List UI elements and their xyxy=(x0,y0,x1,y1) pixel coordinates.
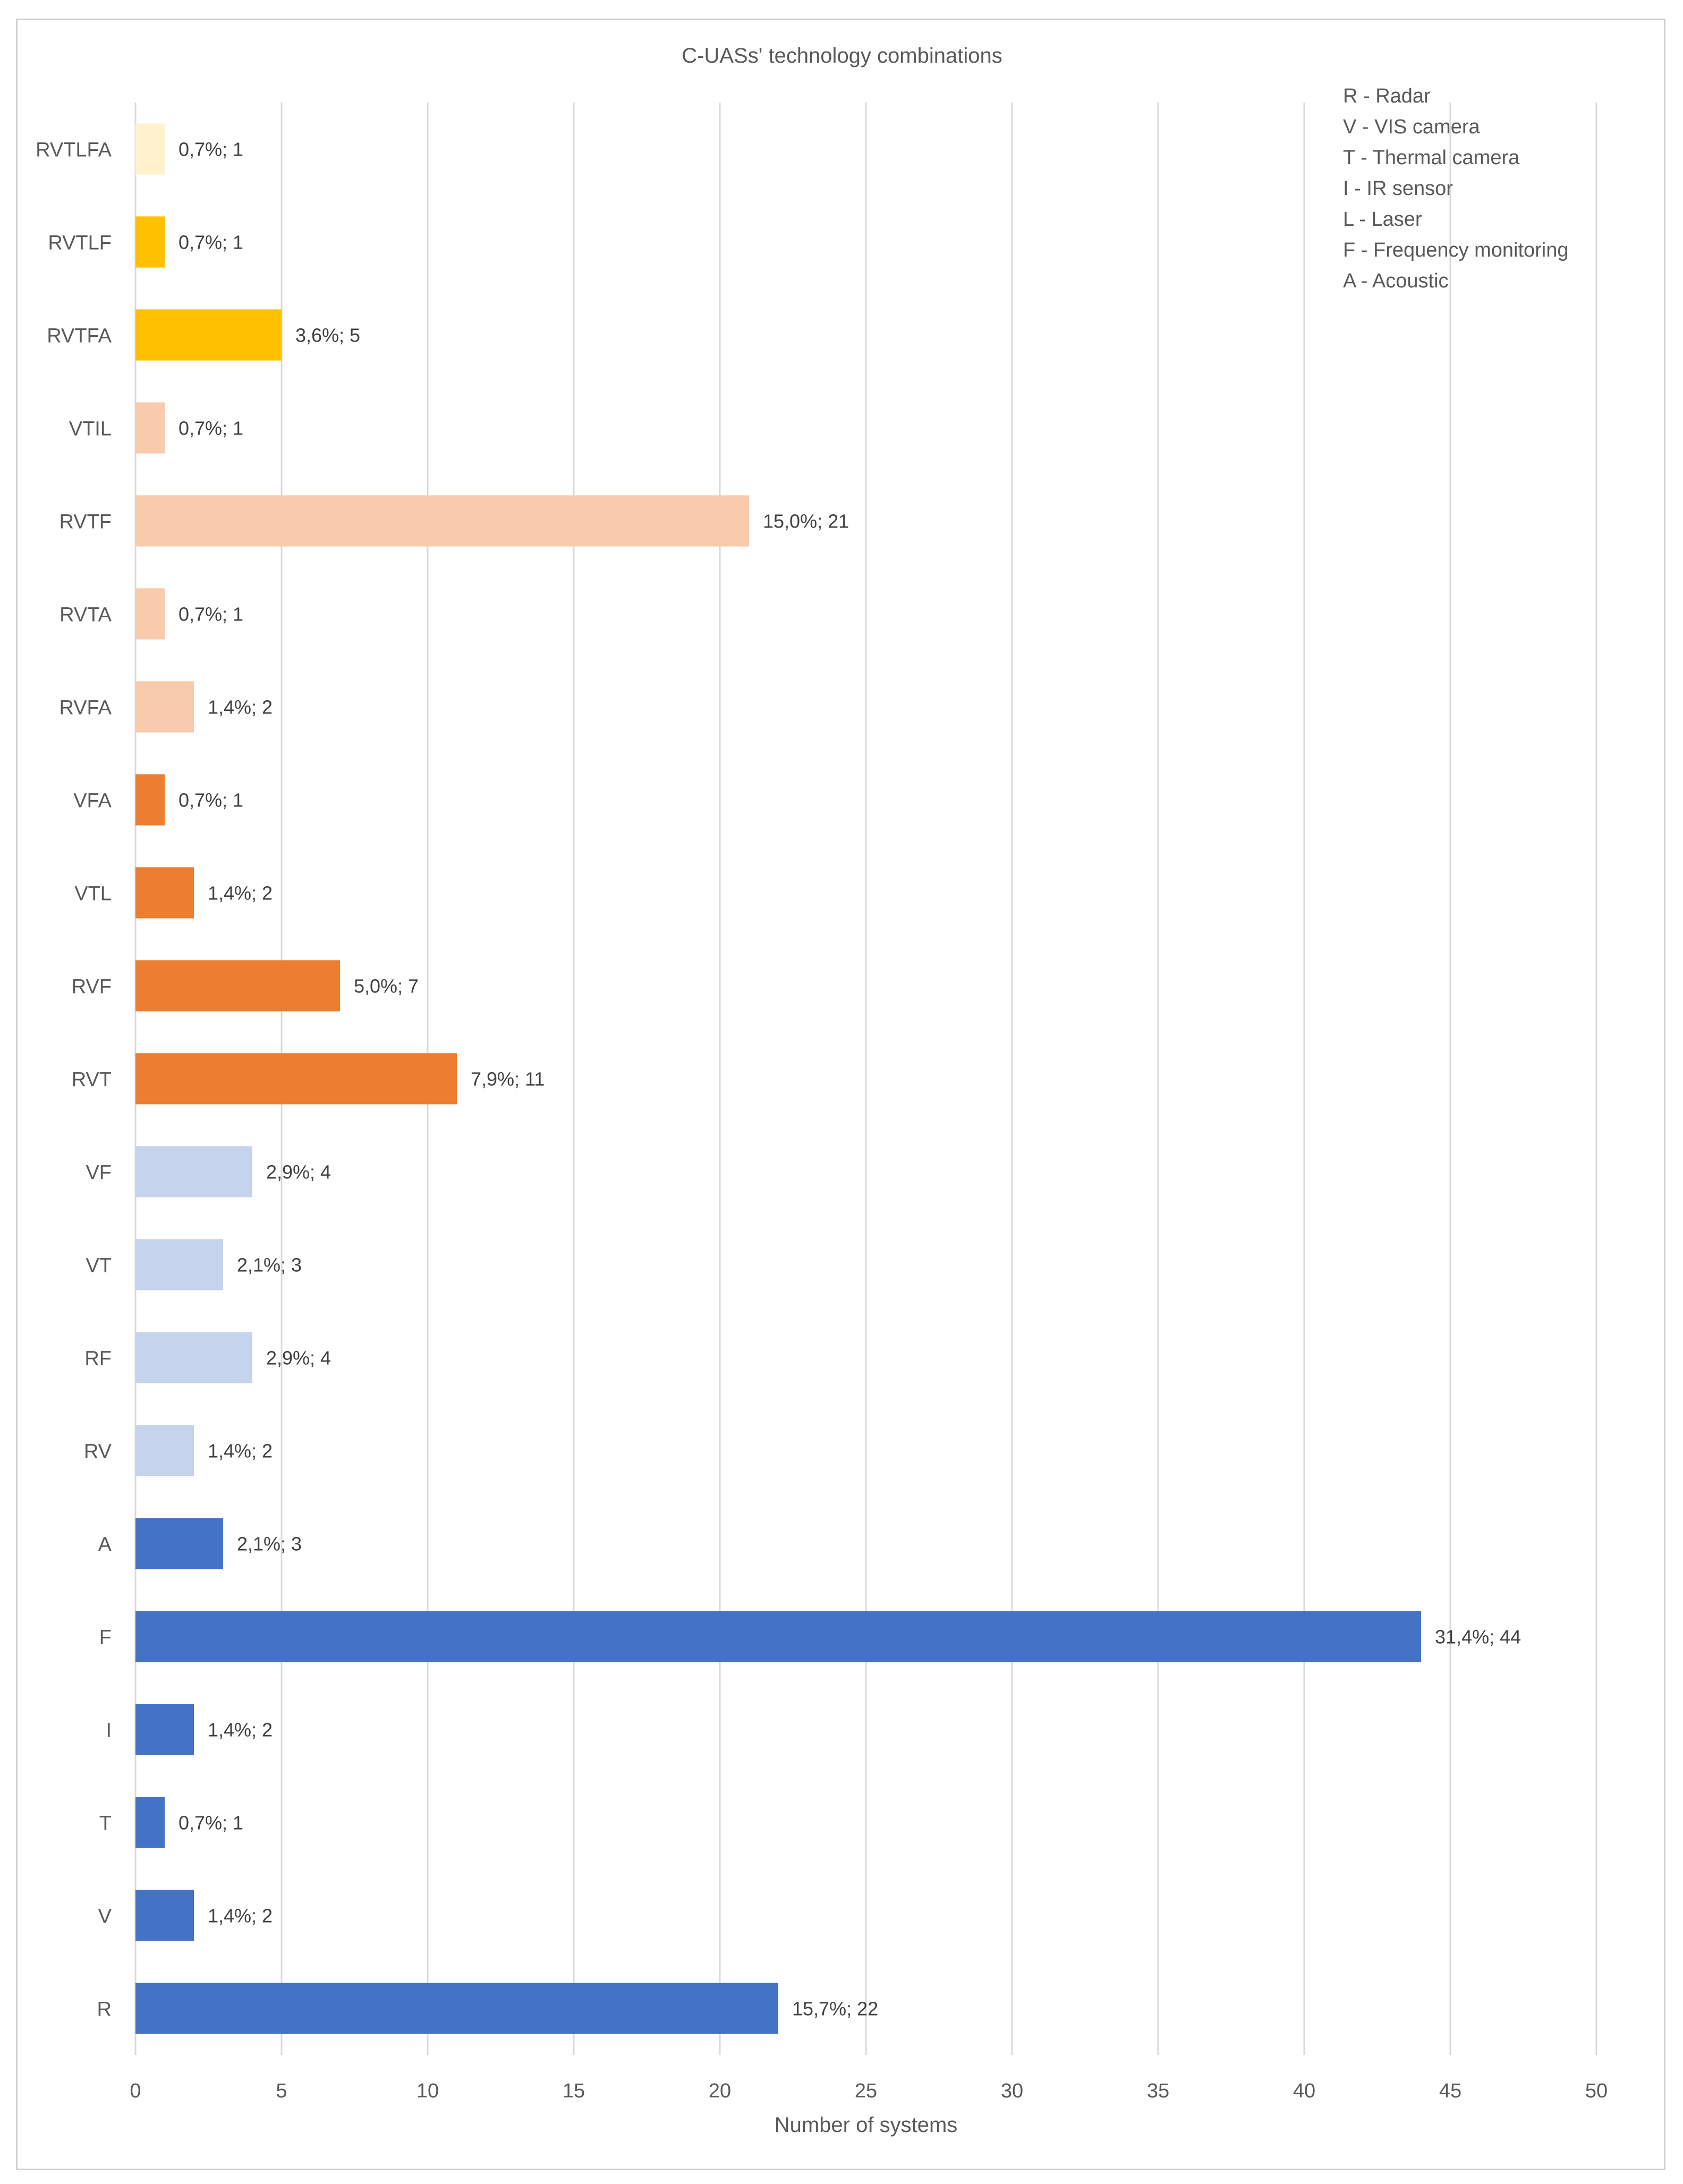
category-label-rvtfa: RVTFA xyxy=(47,325,112,347)
x-tick-30: 30 xyxy=(1001,2080,1023,2102)
x-tick-40: 40 xyxy=(1293,2080,1315,2102)
category-label-rvt: RVT xyxy=(72,1069,112,1091)
data-label-rvf: 5,0%; 7 xyxy=(354,975,419,997)
bar-vt xyxy=(135,1239,223,1290)
chart-title: C-UASs' technology combinations xyxy=(682,44,1002,67)
bar-rf xyxy=(135,1332,252,1383)
data-label-rf: 2,9%; 4 xyxy=(266,1347,331,1369)
data-label-rvtf: 15,0%; 21 xyxy=(763,511,849,532)
data-label-rv: 1,4%; 2 xyxy=(208,1440,273,1462)
category-label-rvf: RVF xyxy=(72,976,112,998)
category-label-t: T xyxy=(99,1813,112,1835)
x-tick-35: 35 xyxy=(1147,2080,1169,2102)
data-label-r: 15,7%; 22 xyxy=(792,1998,878,2020)
bar-i xyxy=(135,1704,194,1755)
bar-rvt xyxy=(135,1053,457,1104)
x-tick-45: 45 xyxy=(1439,2080,1461,2102)
category-label-rvtlfa: RVTLFA xyxy=(36,139,112,162)
x-tick-5: 5 xyxy=(276,2080,287,2102)
category-label-rf: RF xyxy=(84,1348,112,1370)
data-label-v: 1,4%; 2 xyxy=(208,1905,273,1927)
category-label-vtil: VTIL xyxy=(69,418,112,440)
grid-lines xyxy=(134,103,1597,2055)
bar-t xyxy=(135,1797,165,1848)
bar-f xyxy=(135,1611,1421,1662)
bar-rvta xyxy=(135,588,165,640)
category-label-r: R xyxy=(97,1999,112,2021)
data-label-t: 0,7%; 1 xyxy=(178,1812,243,1834)
x-tick-20: 20 xyxy=(709,2080,731,2102)
x-tick-25: 25 xyxy=(855,2080,877,2102)
data-label-vtil: 0,7%; 1 xyxy=(178,418,243,439)
category-label-rvtf: RVTF xyxy=(59,511,112,533)
data-label-vt: 2,1%; 3 xyxy=(237,1254,302,1276)
category-label-vtl: VTL xyxy=(74,883,112,905)
data-label-rvtlf: 0,7%; 1 xyxy=(178,232,243,253)
data-label-a: 2,1%; 3 xyxy=(237,1533,302,1555)
data-labels: 0,7%; 1 0,7%; 1 3,6%; 5 0,7%; 1 15,0%; 21 0,7… xyxy=(178,139,1521,2020)
bar-vtil xyxy=(135,402,165,454)
category-label-rvtlf: RVTLF xyxy=(48,232,112,254)
legend-entry-2: V - VIS camera xyxy=(1343,116,1480,138)
bar-v xyxy=(135,1890,194,1941)
category-label-vf: VF xyxy=(86,1162,112,1184)
bar-r xyxy=(135,1983,778,2034)
data-label-rvfa: 1,4%; 2 xyxy=(208,696,273,718)
bar-rvf xyxy=(135,960,340,1012)
bars xyxy=(135,123,1421,2034)
data-label-rvta: 0,7%; 1 xyxy=(178,604,243,625)
data-label-rvtfa: 3,6%; 5 xyxy=(295,325,360,346)
category-label-vt: VT xyxy=(86,1255,112,1277)
x-tick-labels: 0 5 10 15 20 25 30 35 40 45 50 xyxy=(130,2080,1608,2102)
legend-entry-6: F - Frequency monitoring xyxy=(1343,239,1569,261)
x-tick-50: 50 xyxy=(1585,2080,1608,2102)
x-tick-15: 15 xyxy=(563,2080,585,2102)
category-labels: RVTLFARVTLFRVTFAVTILRVTFRVTARVFAVFAVTLRV… xyxy=(36,139,112,2021)
bar-rv xyxy=(135,1425,194,1476)
data-label-vfa: 0,7%; 1 xyxy=(178,789,243,811)
legend-entry-7: A - Acoustic xyxy=(1343,270,1449,292)
data-label-vf: 2,9%; 4 xyxy=(266,1161,331,1183)
x-axis-title: Number of systems xyxy=(775,2113,958,2137)
legend-entry-1: R - Radar xyxy=(1343,85,1431,107)
data-label-vtl: 1,4%; 2 xyxy=(208,882,273,904)
bar-rvtlf xyxy=(135,216,165,268)
data-label-rvt: 7,9%; 11 xyxy=(471,1068,545,1090)
category-label-rvfa: RVFA xyxy=(59,697,112,719)
data-label-f: 31,4%; 44 xyxy=(1435,1626,1521,1648)
bar-rvtlfa xyxy=(135,123,165,175)
legend: R - Radar V - VIS camera T - Thermal camer… xyxy=(1343,85,1569,292)
category-label-a: A xyxy=(98,1534,112,1556)
chart-svg: C-UASs' technology combinations 0,7%; 10… xyxy=(36,44,1608,2137)
legend-entry-3: T - Thermal camera xyxy=(1343,147,1520,169)
category-label-v: V xyxy=(98,1906,112,1928)
legend-entry-5: L - Laser xyxy=(1343,208,1422,231)
category-label-f: F xyxy=(99,1627,112,1649)
category-label-i: I xyxy=(106,1720,112,1742)
bar-vf xyxy=(135,1146,252,1197)
x-tick-10: 10 xyxy=(416,2080,439,2102)
bar-rvtfa xyxy=(135,309,282,361)
category-label-vfa: VFA xyxy=(73,790,112,812)
bar-rvtf xyxy=(135,495,749,547)
x-tick-0: 0 xyxy=(130,2080,141,2102)
data-label-i: 1,4%; 2 xyxy=(208,1719,273,1741)
bar-a xyxy=(135,1518,223,1569)
category-label-rvta: RVTA xyxy=(60,604,112,626)
category-label-rv: RV xyxy=(84,1441,112,1463)
data-label-rvtlfa: 0,7%; 1 xyxy=(178,139,243,160)
legend-entry-4: I - IR sensor xyxy=(1343,177,1453,200)
bar-vtl xyxy=(135,867,194,919)
bar-rvfa xyxy=(135,681,194,733)
bar-vfa xyxy=(135,774,165,826)
